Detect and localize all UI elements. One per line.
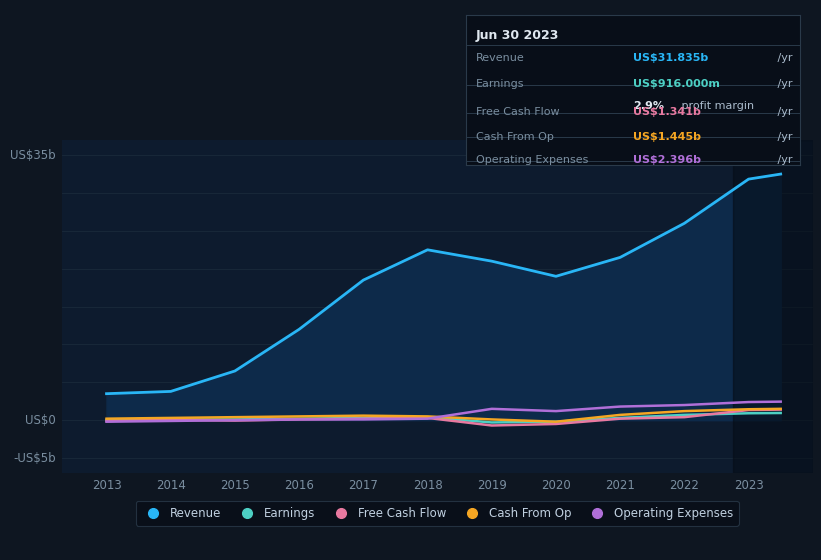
Text: -US$5b: -US$5b — [13, 451, 56, 465]
Text: /yr: /yr — [773, 53, 792, 63]
Text: profit margin: profit margin — [678, 101, 754, 111]
Text: US$31.835b: US$31.835b — [633, 53, 709, 63]
Text: /yr: /yr — [773, 79, 792, 89]
Text: /yr: /yr — [773, 132, 792, 142]
Text: Jun 30 2023: Jun 30 2023 — [475, 29, 559, 41]
Text: Revenue: Revenue — [475, 53, 525, 63]
Legend: Revenue, Earnings, Free Cash Flow, Cash From Op, Operating Expenses: Revenue, Earnings, Free Cash Flow, Cash … — [135, 501, 739, 526]
Text: Cash From Op: Cash From Op — [475, 132, 553, 142]
Text: US$0: US$0 — [25, 414, 56, 427]
Text: US$2.396b: US$2.396b — [633, 155, 701, 165]
Text: US$1.445b: US$1.445b — [633, 132, 701, 142]
Text: /yr: /yr — [773, 108, 792, 118]
Text: US$35b: US$35b — [10, 148, 56, 162]
Text: Free Cash Flow: Free Cash Flow — [475, 108, 559, 118]
Bar — [732, 140, 813, 473]
Text: Earnings: Earnings — [475, 79, 524, 89]
Text: US$1.341b: US$1.341b — [633, 108, 701, 118]
Text: US$916.000m: US$916.000m — [633, 79, 720, 89]
Text: 2.9%: 2.9% — [633, 101, 664, 111]
Text: /yr: /yr — [773, 155, 792, 165]
Text: Operating Expenses: Operating Expenses — [475, 155, 588, 165]
